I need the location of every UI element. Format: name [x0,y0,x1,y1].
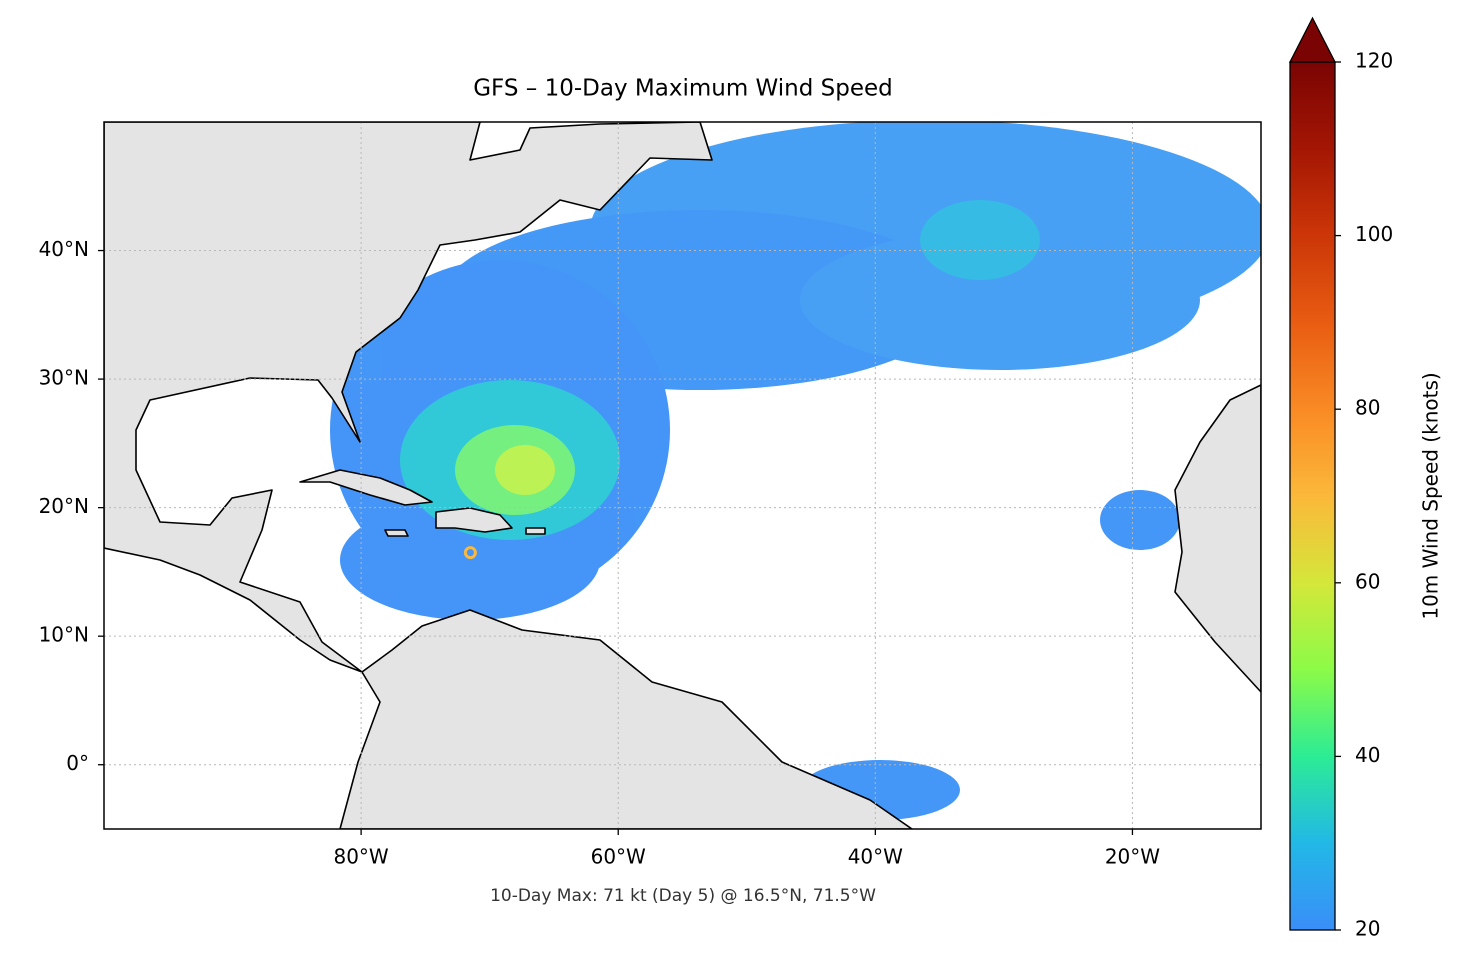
north-america [104,122,913,829]
colorbar-tick-label: 100 [1355,222,1393,246]
map-area [104,122,1261,829]
y-tick-label: 40°N [39,237,89,261]
max-wind-marker [463,546,477,560]
plot-frame [103,121,1262,830]
annotation: 10-Day Max: 71 kt (Day 5) @ 16.5°N, 71.5… [490,886,876,906]
colorbar-tick-label: 20 [1355,917,1380,941]
y-tick-label: 10°N [39,623,89,647]
x-tick-label: 40°W [848,845,903,869]
colorbar-tick-label: 60 [1355,569,1380,593]
y-tick-label: 30°N [39,366,89,390]
africa [1174,384,1261,693]
x-tick-label: 80°W [333,845,388,869]
puerto-rico [525,527,546,535]
colorbar [1289,61,1336,931]
colorbar-tick-label: 40 [1355,743,1380,767]
colorbar-extend [1288,16,1337,63]
x-tick-label: 60°W [591,845,646,869]
hispaniola [435,507,513,533]
chart-title: GFS – 10-Day Maximum Wind Speed [473,76,893,102]
y-tick-label: 20°N [39,494,89,518]
y-tick-label: 0° [66,751,89,775]
colorbar-tick-label: 80 [1355,396,1380,420]
x-tick-label: 20°W [1105,845,1160,869]
jamaica [384,529,409,537]
colorbar-tick-label: 120 [1355,49,1393,73]
colorbar-label: 10m Wind Speed (knots) [1419,372,1443,619]
cuba [299,469,433,506]
